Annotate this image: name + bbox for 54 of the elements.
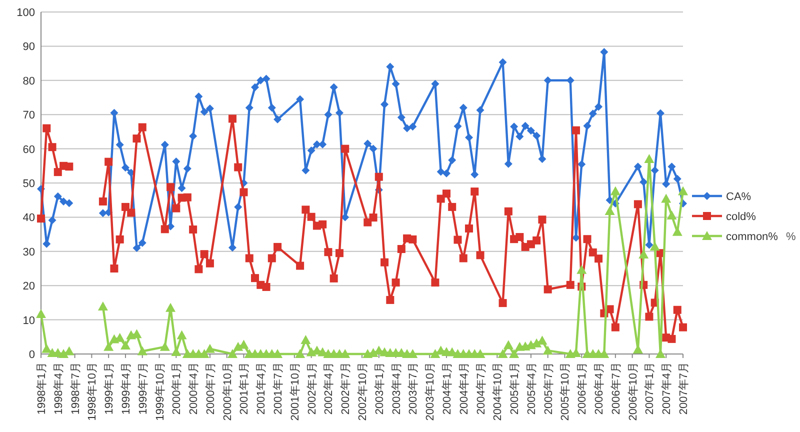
y-tick-label: 40	[22, 212, 35, 224]
x-tick-label: 2007年4月	[661, 362, 674, 415]
x-tick-label: 2000年10月	[222, 362, 234, 421]
y-tick-label: 60	[22, 144, 35, 156]
x-tick-label: 2005年10月	[560, 362, 572, 421]
x-tick-label: 1998年4月	[52, 362, 65, 415]
y-tick-label: 0	[28, 349, 35, 361]
y-tick-label: 50	[22, 178, 35, 190]
legend-label: cold%	[726, 211, 756, 223]
x-tick-label: 2001年4月	[256, 362, 268, 415]
x-tick-label: 2001年1月	[238, 362, 251, 415]
x-tick-label: 2006年7月	[610, 362, 622, 415]
x-tick-label: 2004年7月	[475, 362, 488, 415]
x-tick-label: 2003年7月	[408, 362, 420, 415]
x-tick-label: 1999年4月	[120, 362, 132, 415]
x-tick-label: 2004年1月	[441, 362, 454, 415]
x-tick-label: 2005年4月	[526, 362, 538, 415]
x-tick-label: 1999年10月	[154, 362, 166, 421]
y-tick-label: 100	[16, 7, 35, 19]
x-tick-label: 2003年1月	[374, 362, 386, 415]
x-tick-label: 2003年4月	[390, 362, 403, 415]
y-tick-label: 80	[22, 75, 35, 88]
y-tick-label: 30	[22, 246, 35, 258]
text: %	[786, 231, 796, 243]
x-tick-label: 2006年1月	[576, 362, 589, 415]
y-tick-label: 10	[22, 314, 35, 327]
x-tick-label: 2006年10月	[627, 362, 640, 421]
x-tick-label: 1999年1月	[104, 362, 116, 415]
x-tick-label: 1999年7月	[137, 362, 150, 415]
x-tick-label: 2000年1月	[171, 362, 184, 415]
x-tick-label: 1998年7月	[70, 362, 82, 415]
x-tick-label: 2000年4月	[188, 362, 200, 415]
x-tick-label: 2007年7月	[678, 362, 690, 415]
x-tick-label: 2006年4月	[594, 362, 606, 415]
x-tick-label: 2004年4月	[458, 362, 470, 415]
x-tick-label: 2005年1月	[509, 362, 522, 415]
x-tick-label: 2001年7月	[272, 362, 285, 415]
x-tick-label: 2003年10月	[424, 362, 437, 421]
x-tick-label: 2005年7月	[542, 362, 555, 415]
x-tick-label: 2002年10月	[357, 362, 369, 421]
x-tick-label: 2002年7月	[340, 362, 352, 415]
legend-label: common%	[726, 231, 778, 243]
x-tick-label: 2000年7月	[204, 362, 217, 415]
x-tick-label: 2007年1月	[644, 362, 656, 415]
x-tick-label: 1998年1月	[36, 362, 48, 415]
x-tick-label: 2002年4月	[323, 362, 336, 415]
y-tick-label: 20	[22, 280, 35, 293]
x-tick-label: 1998年10月	[86, 362, 99, 421]
x-tick-label: 2001年10月	[289, 362, 302, 421]
x-tick-label: 2004年10月	[492, 362, 504, 421]
y-tick-label: 90	[22, 41, 35, 54]
x-tick-label: 2002年1月	[306, 362, 318, 415]
legend-label: CA%	[726, 191, 752, 203]
y-tick-label: 70	[22, 110, 35, 122]
